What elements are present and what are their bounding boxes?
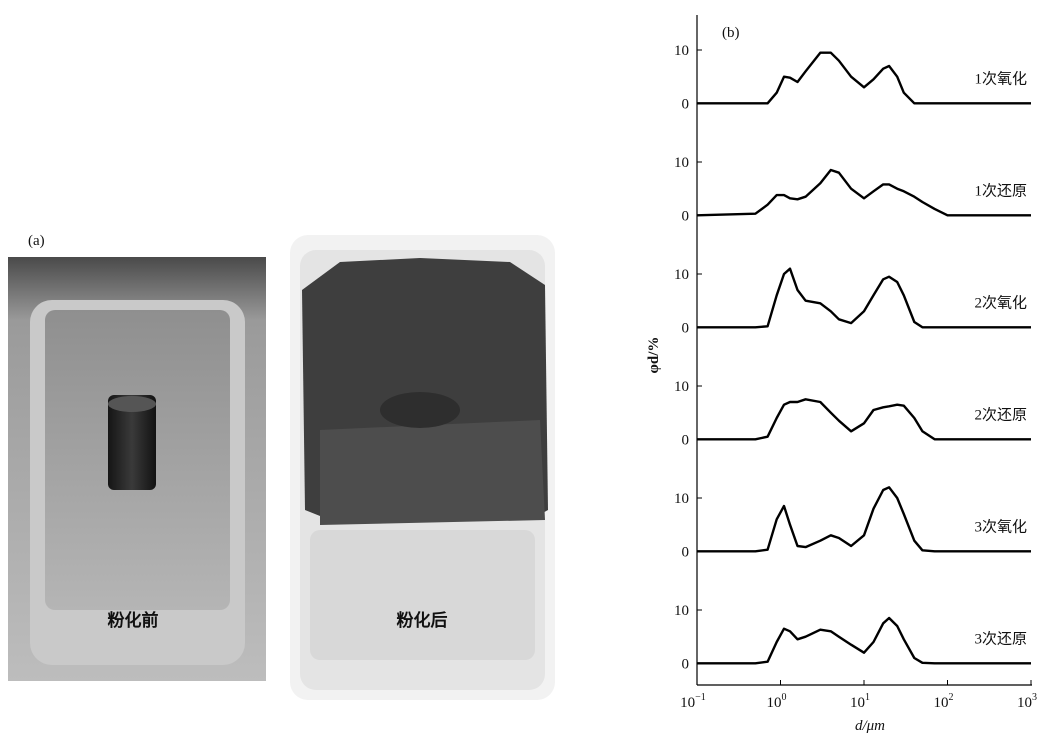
series-label: 1次氧化 (974, 70, 1027, 87)
x-tick-label: 101 (850, 692, 870, 711)
y-tick-label: 0 (682, 320, 690, 336)
photo-caption: 粉化后 (397, 610, 448, 630)
series-label: 3次还原 (974, 630, 1027, 647)
series-label: 2次氧化 (974, 294, 1027, 311)
x-tick-label: 10−1 (680, 692, 706, 711)
y-axis-label: φd/% (646, 337, 662, 374)
x-tick-label: 102 (934, 692, 954, 711)
y-tick-label: 0 (682, 544, 690, 560)
y-tick-label: 10 (674, 491, 689, 507)
y-tick-label: 0 (682, 432, 690, 448)
x-tick-base: 10 (680, 695, 695, 711)
photo-after (290, 235, 555, 700)
panel-label: (b) (722, 25, 740, 41)
figure: (a) 粉化前 粉化后 (b) d/μm φd/% 10−11001011021… (0, 0, 1047, 740)
panel-label: (a) (28, 233, 45, 249)
series-label: 2次还原 (974, 406, 1027, 423)
x-tick-exponent: 2 (949, 692, 954, 703)
x-tick-label: 100 (767, 692, 787, 711)
x-tick-base: 10 (934, 695, 949, 711)
x-tick-label: 103 (1017, 692, 1037, 711)
y-tick-label: 0 (682, 656, 690, 672)
y-tick-label: 10 (674, 379, 689, 395)
y-tick-label: 0 (682, 96, 690, 112)
y-tick-label: 10 (674, 603, 689, 619)
x-tick-exponent: 0 (782, 692, 787, 703)
photo-caption: 粉化前 (108, 610, 159, 630)
x-tick-exponent: 3 (1032, 692, 1037, 703)
series-label: 3次氧化 (974, 518, 1027, 535)
y-tick-label: 10 (674, 43, 689, 59)
x-tick-base: 10 (850, 695, 865, 711)
x-tick-exponent: 1 (865, 692, 870, 703)
y-tick-label: 10 (674, 267, 689, 283)
series-label: 1次还原 (974, 182, 1027, 199)
y-tick-label: 10 (674, 155, 689, 171)
x-tick-exponent: −1 (695, 692, 706, 703)
x-tick-base: 10 (767, 695, 782, 711)
x-axis-label: d/μm (855, 718, 885, 734)
y-tick-label: 0 (682, 208, 690, 224)
x-tick-base: 10 (1017, 695, 1032, 711)
